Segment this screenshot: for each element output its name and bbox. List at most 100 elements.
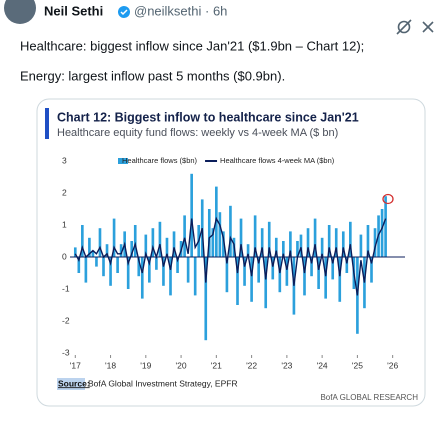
x-tick-label: '23 — [281, 360, 292, 370]
bar — [239, 218, 243, 257]
source-highlight — [57, 378, 85, 390]
bar — [112, 218, 116, 257]
bar — [384, 196, 387, 257]
bar — [126, 257, 130, 289]
bar — [225, 257, 229, 293]
bar — [331, 257, 335, 280]
bar — [243, 257, 246, 286]
bar — [222, 231, 225, 257]
footer-brand: BofA GLOBAL RESEARCH — [320, 393, 418, 402]
bar — [257, 257, 260, 283]
bar — [299, 234, 303, 257]
bar — [81, 225, 84, 257]
more-icon[interactable] — [422, 21, 434, 33]
bar — [158, 221, 162, 257]
title-accent — [45, 108, 49, 139]
bar — [88, 237, 91, 257]
bar — [211, 228, 215, 257]
bar — [324, 257, 327, 299]
bar — [130, 241, 134, 257]
bar — [162, 257, 165, 286]
x-tick-label: '24 — [317, 360, 328, 370]
x-tick-label: '18 — [105, 360, 116, 370]
bar — [91, 250, 95, 257]
chart-subtitle: Healthcare equity fund flows: weekly vs … — [57, 127, 338, 139]
bar — [313, 218, 317, 257]
bar — [289, 231, 292, 257]
bar — [190, 173, 193, 257]
bar — [320, 237, 324, 257]
y-tick-label: -2 — [62, 315, 70, 325]
source-text: BofA Global Investment Strategy, EPFR — [88, 378, 238, 388]
highlight-circle — [382, 193, 394, 205]
bar — [310, 257, 313, 277]
bar — [133, 225, 137, 257]
bar — [373, 228, 377, 257]
bar — [102, 257, 105, 277]
grok-icon[interactable] — [396, 19, 412, 35]
x-tick-label: '22 — [246, 360, 257, 370]
bar — [137, 257, 141, 277]
bar — [116, 257, 119, 273]
author-name[interactable]: Neil Sethi — [44, 3, 103, 18]
bar — [176, 257, 179, 273]
bar — [148, 257, 151, 283]
bar — [193, 257, 197, 296]
bar — [165, 237, 169, 257]
bar — [250, 257, 253, 302]
x-tick-label: '25 — [352, 360, 363, 370]
bar — [77, 257, 81, 273]
bar — [218, 212, 222, 257]
x-tick-label: '17 — [70, 360, 81, 370]
bar — [229, 205, 232, 257]
x-tick-label: '21 — [211, 360, 222, 370]
bar — [207, 209, 211, 257]
bar — [303, 257, 306, 296]
bar — [95, 257, 98, 267]
bar — [271, 257, 275, 280]
bar — [246, 244, 250, 257]
y-tick-label: 0 — [62, 251, 67, 261]
bar — [267, 221, 271, 257]
bar — [73, 247, 77, 257]
y-tick-label: 1 — [62, 219, 67, 229]
bar — [282, 241, 285, 257]
bar — [151, 228, 155, 257]
bar — [306, 228, 310, 257]
bar — [327, 225, 331, 257]
bar — [204, 257, 208, 341]
bar — [144, 234, 148, 257]
bar — [285, 257, 289, 286]
chart-title: Chart 12: Biggest inflow to healthcare s… — [57, 110, 359, 124]
bar — [338, 257, 342, 302]
bar — [349, 221, 352, 257]
bar — [334, 228, 338, 257]
y-tick-label: -3 — [62, 347, 70, 357]
handle-time[interactable]: @neilksethi · 6h — [134, 3, 227, 18]
bar — [155, 257, 158, 270]
bar — [186, 257, 190, 283]
avatar[interactable] — [4, 0, 36, 24]
x-tick-label: '19 — [140, 360, 151, 370]
y-tick-label: 3 — [62, 155, 67, 165]
x-tick-label: '20 — [176, 360, 187, 370]
bar — [260, 228, 264, 257]
bar — [278, 257, 282, 293]
legend-label: Healthcare flows 4-week MA ($bn) — [220, 156, 335, 165]
bar — [370, 257, 373, 283]
bar — [359, 234, 363, 257]
bar — [317, 257, 320, 289]
bar — [140, 257, 144, 299]
bar — [253, 215, 257, 257]
tweet-text: Healthcare: biggest inflow since Jan'21 … — [20, 38, 364, 53]
plot: 3 2 1 0 -1 -2 -3'17 '18 '19 '20 '21 '22 '23 '24 '25 '26… — [62, 155, 405, 370]
legend-swatch — [118, 158, 128, 164]
legend-label: Healthcare flows ($bn) — [122, 156, 198, 165]
bar — [380, 209, 384, 257]
source-label: Source: — [58, 378, 90, 388]
bar — [183, 215, 186, 257]
bar — [264, 257, 268, 309]
bar — [98, 228, 102, 257]
